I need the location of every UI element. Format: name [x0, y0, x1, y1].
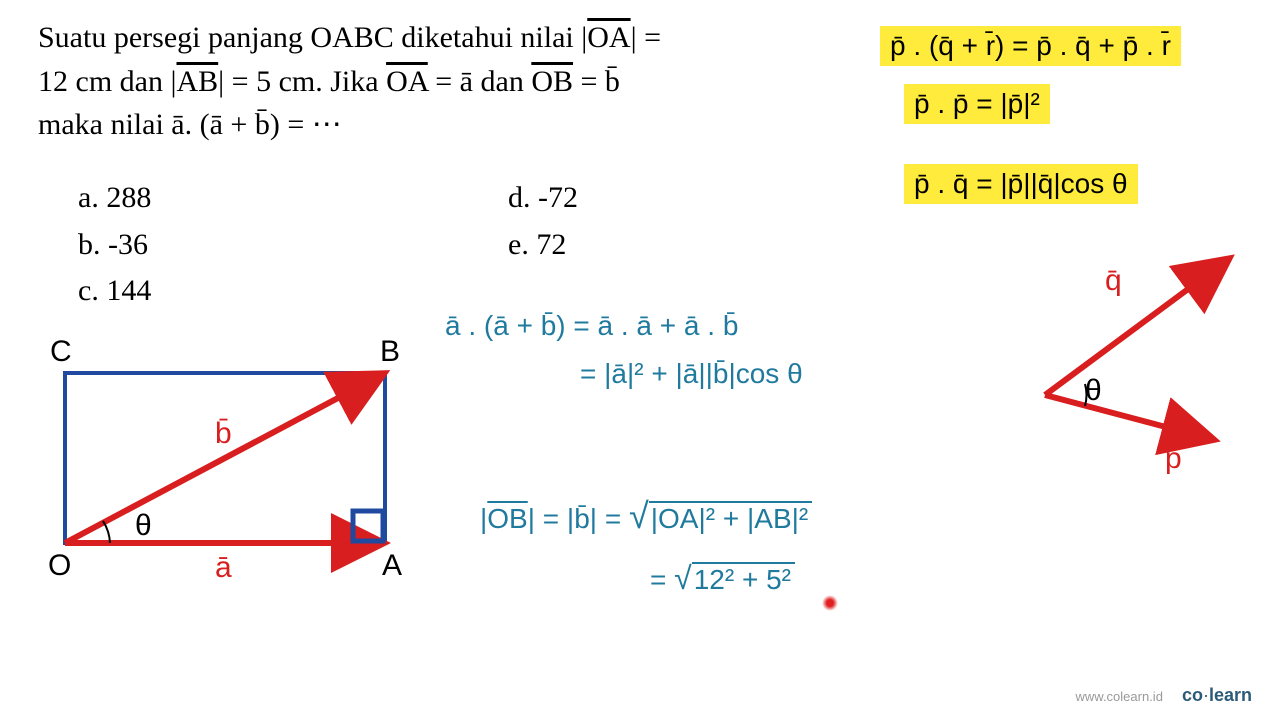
- formula-magnitude: p̄ . p̄ = |p̄|²: [904, 84, 1050, 124]
- work-step3: |OB| = |b̄| = √|OA|² + |AB|²: [480, 495, 812, 537]
- label-A: A: [382, 549, 402, 582]
- problem-line1a: Suatu persegi panjang OABC diketahui nil…: [38, 21, 587, 54]
- ob-bar: OB: [531, 65, 573, 98]
- label-a-vec: ā: [215, 551, 232, 584]
- w3-ab: AB: [754, 503, 791, 534]
- problem-line2a: 12 cm dan |: [38, 65, 176, 98]
- option-b: b. -36: [78, 222, 508, 269]
- vec-q-label: q̄: [1105, 264, 1122, 297]
- option-a: a. 288: [78, 175, 508, 222]
- vec-p-label: p̄: [1165, 442, 1182, 475]
- formula-distributive: p̄ . (q̄ + r̄) = p̄ . q̄ + p̄ . r̄: [880, 26, 1181, 66]
- ab-bar: AB: [176, 65, 218, 98]
- answer-options: a. 288 d. -72 b. -36 e. 72 c. 144: [78, 175, 578, 315]
- w3-ob: OB: [487, 503, 527, 534]
- problem-line2c: = ā dan: [428, 65, 532, 98]
- rectangle-diagram: C B O A ā b̄ θ: [40, 335, 410, 595]
- problem-text: Suatu persegi panjang OABC diketahui nil…: [38, 16, 858, 147]
- label-b-vec: b̄: [215, 417, 232, 450]
- option-c: c. 144: [78, 268, 508, 315]
- oa-bar2: OA: [386, 65, 428, 98]
- vec-theta-label: θ: [1085, 374, 1102, 407]
- label-theta: θ: [135, 509, 152, 542]
- label-B: B: [380, 335, 400, 368]
- oa-bar: OA: [587, 21, 630, 54]
- w3-mid: | = |b̄| =: [528, 503, 629, 534]
- laser-pointer-icon: [822, 595, 838, 611]
- problem-line3: maka nilai ā. (ā + b̄) = ⋯: [38, 108, 342, 141]
- label-O: O: [48, 549, 71, 582]
- work-step4: = √12² + 5²: [650, 560, 795, 597]
- vector-angle-diagram: q̄ p̄ θ: [1020, 240, 1260, 480]
- work-step2: = |ā|² + |ā||b̄|cos θ: [580, 358, 803, 390]
- option-e: e. 72: [508, 222, 566, 269]
- footer-site: www.colearn.id: [1076, 689, 1163, 704]
- label-C: C: [50, 335, 72, 368]
- w3-oa: OA: [658, 503, 698, 534]
- work-step1: ā . (ā + b̄) = ā . ā + ā . b̄: [445, 310, 738, 342]
- problem-line2b: | = 5 cm. Jika: [218, 65, 386, 98]
- option-d: d. -72: [508, 175, 578, 222]
- brand-co: co: [1182, 685, 1203, 705]
- problem-line2d: = b̄: [573, 65, 620, 98]
- formula-dotproduct: p̄ . q̄ = |p̄||q̄|cos θ: [904, 164, 1138, 204]
- brand-learn: learn: [1209, 685, 1252, 705]
- problem-line1b: | =: [631, 21, 661, 54]
- footer-branding: www.colearn.id co·learn: [1076, 685, 1253, 706]
